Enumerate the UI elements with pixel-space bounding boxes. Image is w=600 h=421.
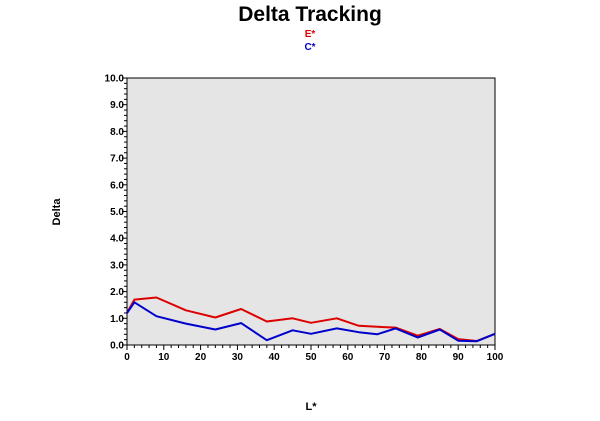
y-axis: 0.0 1.0 2.0 3.0 4.0 5.0 6.0 7.0 8.0 9.0 10.0: [105, 74, 127, 352]
series-line-c-star: [126, 301, 496, 343]
plot-area: [126, 77, 496, 346]
x-tick-label: 30: [232, 352, 244, 363]
y-tick-label: 7.0: [110, 154, 124, 165]
x-tick-label: 70: [379, 352, 391, 363]
x-tick-label: 40: [269, 352, 281, 363]
legend-entry-c-star: C*: [304, 42, 315, 53]
y-tick-label: 1.0: [110, 314, 124, 325]
x-tick-label: 90: [453, 352, 465, 363]
y-axis-label: Delta: [51, 198, 63, 226]
x-tick-label: 100: [487, 352, 504, 363]
x-tick-label: 20: [195, 352, 207, 363]
x-tick-label: 0: [124, 352, 130, 363]
y-tick-label: 0.0: [110, 341, 124, 352]
x-axis-label: L*: [306, 401, 318, 413]
y-tick-label: 6.0: [110, 180, 124, 191]
x-tick-label: 10: [158, 352, 170, 363]
y-tick-label: 10.0: [105, 74, 125, 85]
y-tick-label: 8.0: [110, 127, 124, 138]
series-layer: [126, 296, 496, 343]
x-tick-label: 50: [305, 352, 317, 363]
y-tick-label: 2.0: [110, 287, 124, 298]
y-tick-label: 3.0: [110, 260, 124, 271]
legend: E* C*: [304, 29, 315, 53]
x-tick-label: 80: [416, 352, 428, 363]
y-tick-label: 4.0: [110, 234, 124, 245]
legend-entry-e-star: E*: [305, 29, 316, 40]
y-tick-label: 9.0: [110, 100, 124, 111]
y-tick-label: 5.0: [110, 207, 124, 218]
chart-title: Delta Tracking: [238, 3, 382, 26]
x-tick-label: 60: [342, 352, 354, 363]
x-axis: 0 10 20 30 40 50 60 70 80 90 100: [124, 345, 504, 363]
